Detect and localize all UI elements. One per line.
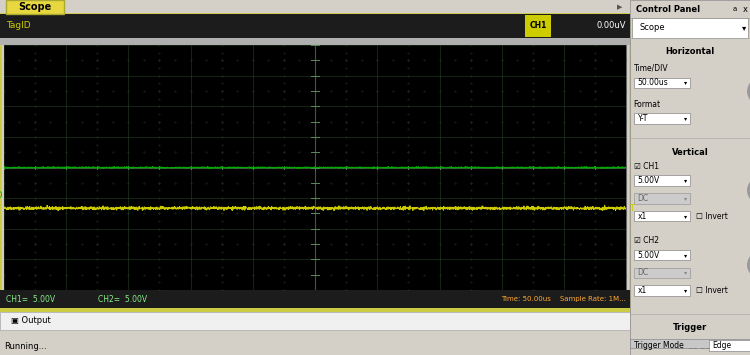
Circle shape: [748, 65, 750, 117]
FancyBboxPatch shape: [634, 113, 690, 124]
FancyBboxPatch shape: [6, 0, 64, 14]
FancyBboxPatch shape: [709, 340, 750, 351]
Text: ☐ Invert: ☐ Invert: [696, 286, 728, 295]
FancyBboxPatch shape: [0, 38, 630, 45]
Text: ▾: ▾: [684, 81, 687, 86]
Text: Edge: Edge: [712, 341, 731, 350]
Text: Trigger Mode: Trigger Mode: [634, 341, 683, 350]
Text: x1: x1: [638, 286, 646, 295]
Text: T: T: [628, 204, 634, 213]
Text: ▾: ▾: [684, 271, 687, 275]
FancyBboxPatch shape: [525, 15, 551, 37]
FancyBboxPatch shape: [630, 0, 750, 18]
Text: ☑ CH2: ☑ CH2: [634, 236, 658, 245]
FancyBboxPatch shape: [630, 339, 750, 348]
Text: ▾: ▾: [684, 253, 687, 258]
Text: 5.00V: 5.00V: [638, 176, 660, 185]
Text: D: D: [0, 191, 2, 200]
Text: ☑ CH1: ☑ CH1: [634, 162, 658, 171]
Text: Scope: Scope: [639, 23, 664, 32]
FancyBboxPatch shape: [632, 18, 748, 38]
FancyBboxPatch shape: [634, 78, 690, 88]
Text: Format: Format: [634, 100, 661, 109]
FancyBboxPatch shape: [0, 14, 630, 310]
FancyBboxPatch shape: [4, 45, 626, 290]
FancyBboxPatch shape: [630, 0, 750, 355]
Text: Scope: Scope: [18, 2, 52, 12]
Text: ▶: ▶: [617, 4, 622, 10]
Text: ▾: ▾: [684, 116, 687, 121]
FancyBboxPatch shape: [0, 308, 630, 312]
Text: ▾: ▾: [684, 178, 687, 183]
FancyBboxPatch shape: [634, 268, 690, 278]
FancyBboxPatch shape: [0, 312, 630, 330]
Text: Vertical: Vertical: [672, 148, 708, 157]
Text: DC: DC: [638, 194, 649, 203]
Text: ▾: ▾: [684, 196, 687, 201]
Circle shape: [748, 239, 750, 291]
Text: ▾: ▾: [684, 214, 687, 219]
Text: a: a: [732, 6, 736, 12]
Text: Running...: Running...: [4, 342, 46, 351]
FancyBboxPatch shape: [0, 290, 630, 308]
Text: CH2=  5.00V: CH2= 5.00V: [98, 295, 147, 304]
FancyBboxPatch shape: [634, 250, 690, 261]
Text: ☐ Invert: ☐ Invert: [696, 212, 728, 220]
Text: TagID: TagID: [6, 22, 31, 31]
Text: T: T: [0, 204, 2, 213]
FancyBboxPatch shape: [634, 211, 690, 222]
Text: CH1=  5.00V: CH1= 5.00V: [6, 295, 56, 304]
FancyBboxPatch shape: [634, 175, 690, 186]
Text: ▣ Output: ▣ Output: [11, 316, 51, 325]
Text: Y-T: Y-T: [638, 114, 648, 123]
FancyBboxPatch shape: [0, 14, 630, 38]
Text: CH1: CH1: [530, 22, 547, 31]
FancyBboxPatch shape: [634, 285, 690, 296]
Text: ▾: ▾: [684, 288, 687, 293]
Text: Control Panel: Control Panel: [636, 5, 700, 13]
Text: Time/DIV: Time/DIV: [634, 63, 668, 72]
Text: 15-12-2020  18:06: 15-12-2020 18:06: [676, 342, 746, 351]
Text: Time: 50.00us    Sample Rate: 1M...: Time: 50.00us Sample Rate: 1M...: [501, 296, 626, 302]
FancyBboxPatch shape: [634, 193, 690, 204]
Text: 0.00uV: 0.00uV: [597, 22, 626, 31]
Text: ▾: ▾: [742, 23, 746, 32]
Text: 5.00V: 5.00V: [638, 251, 660, 260]
Text: Horizontal: Horizontal: [665, 47, 715, 56]
Text: 50.00us: 50.00us: [638, 78, 668, 87]
Text: x: x: [742, 5, 748, 13]
Text: x1: x1: [638, 212, 646, 220]
Text: Trigger: Trigger: [673, 323, 707, 332]
Circle shape: [748, 164, 750, 216]
Text: DC: DC: [638, 268, 649, 277]
